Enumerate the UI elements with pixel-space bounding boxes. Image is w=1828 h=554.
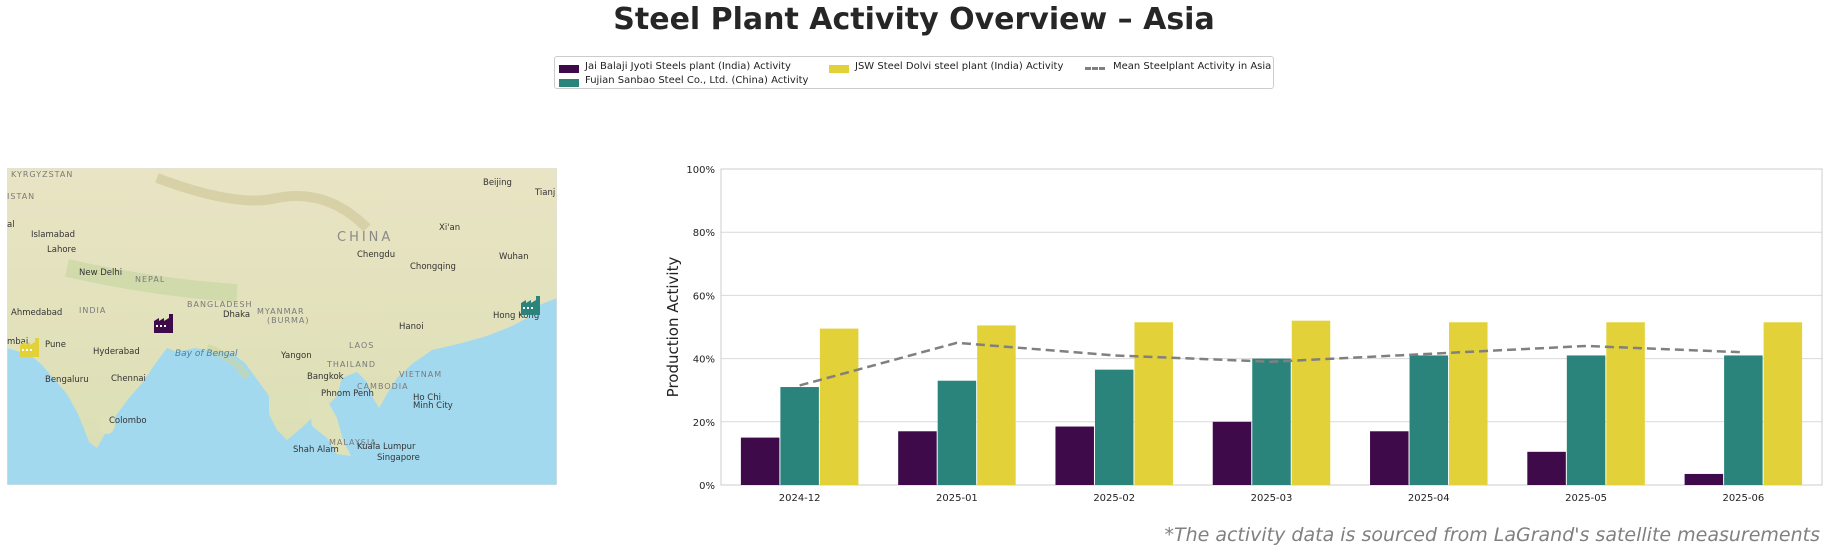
bar-jsw bbox=[819, 328, 859, 485]
bar-fujian bbox=[780, 387, 819, 485]
bar-jsw bbox=[1606, 322, 1645, 485]
map-label-hyderabad: Hyderabad bbox=[93, 347, 140, 357]
map-label-new-delhi: New Delhi bbox=[79, 268, 123, 278]
legend-swatch-jai bbox=[559, 65, 579, 73]
legend-swatch-mean bbox=[1085, 67, 1105, 70]
x-tick-label: 2025-03 bbox=[1251, 493, 1293, 504]
map-label-cambodia: CAMBODIA bbox=[357, 382, 409, 391]
bar-jai bbox=[1370, 431, 1409, 485]
map-label-laos: LAOS bbox=[349, 341, 375, 350]
bar-jai bbox=[1684, 473, 1724, 485]
map-label-myanmar: MYANMAR bbox=[257, 307, 305, 316]
bar-jai bbox=[898, 431, 937, 485]
x-tick-label: 2025-02 bbox=[1093, 493, 1135, 504]
footer-note: *The activity data is sourced from LaGra… bbox=[1164, 524, 1820, 546]
y-tick-label: 20% bbox=[693, 418, 715, 429]
map-label-colombo: Colombo bbox=[109, 416, 147, 426]
map-label-bengaluru: Bengaluru bbox=[45, 375, 89, 385]
bar-fujian bbox=[937, 380, 977, 485]
legend-label-jsw: JSW Steel Dolvi steel plant (India) Acti… bbox=[855, 61, 1064, 72]
legend-label-fujian: Fujian Sanbao Steel Co., Ltd. (China) Ac… bbox=[585, 75, 809, 86]
bar-fujian bbox=[1724, 355, 1763, 485]
bar-fujian bbox=[1094, 369, 1134, 485]
map-label-ahmedabad: Ahmedabad bbox=[11, 308, 63, 318]
bar-jsw bbox=[977, 325, 1016, 485]
map-background bbox=[7, 168, 557, 485]
map-label-chongqing: Chongqing bbox=[410, 262, 456, 272]
legend-swatch-jsw bbox=[829, 65, 849, 73]
map-label-nepal: NEPAL bbox=[135, 275, 166, 284]
map-label-istan: ISTAN bbox=[7, 192, 36, 201]
bar-fujian bbox=[1566, 355, 1606, 485]
map-label-islamabad: Islamabad bbox=[31, 230, 75, 240]
map-label-india: INDIA bbox=[79, 306, 107, 315]
bar-jai bbox=[1212, 421, 1252, 485]
map-label-pune: Pune bbox=[45, 340, 66, 350]
legend-label-jai: Jai Balaji Jyoti Steels plant (India) Ac… bbox=[585, 61, 791, 72]
map-label-minh-city: Minh City bbox=[413, 401, 453, 411]
bar-jsw bbox=[1449, 322, 1488, 485]
map-label-al: al bbox=[7, 220, 15, 230]
x-tick-label: 2025-06 bbox=[1722, 493, 1764, 504]
map-label-chengdu: Chengdu bbox=[357, 250, 396, 260]
x-tick-label: 2025-01 bbox=[936, 493, 978, 504]
mean-activity-line bbox=[799, 341, 1744, 387]
map-label-tianjin: Tianj bbox=[535, 188, 556, 198]
map-label-burma: (BURMA) bbox=[267, 316, 310, 325]
map-label-thailand: THAILAND bbox=[327, 360, 376, 369]
bar-jai bbox=[740, 437, 780, 485]
page-title: Steel Plant Activity Overview – Asia bbox=[613, 2, 1215, 37]
x-tick-label: 2025-04 bbox=[1408, 493, 1450, 504]
map-label-xian: Xi'an bbox=[439, 223, 461, 233]
map-label-kuala-lumpur: Kuala Lumpur bbox=[357, 442, 416, 452]
legend-swatch-fujian bbox=[559, 79, 579, 87]
y-tick-label: 40% bbox=[693, 355, 715, 366]
x-tick-label: 2024-12 bbox=[779, 493, 821, 504]
bar-jsw bbox=[1291, 320, 1331, 485]
map-label-vietnam: VIETNAM bbox=[399, 370, 443, 379]
asia-map: KYRGYZSTAN ISTAN Beijing Tianj Xi'an al … bbox=[7, 168, 557, 485]
x-tick-label: 2025-05 bbox=[1565, 493, 1607, 504]
map-label-wuhan: Wuhan bbox=[499, 252, 529, 262]
map-label-shah-alam: Shah Alam bbox=[293, 445, 339, 455]
y-tick-label: 0% bbox=[699, 481, 715, 492]
map-label-singapore: Singapore bbox=[377, 453, 420, 463]
map-label-hong-kong: Hong Kong bbox=[493, 311, 540, 321]
bar-jai bbox=[1055, 426, 1094, 485]
map-label-phnom-penh: Phnom Penh bbox=[321, 389, 374, 399]
legend-label-mean: Mean Steelplant Activity in Asia bbox=[1113, 61, 1272, 72]
map-label-bangladesh: BANGLADESH bbox=[187, 300, 253, 309]
y-tick-label: 100% bbox=[686, 165, 715, 176]
map-label-lahore: Lahore bbox=[47, 245, 77, 255]
map-label-china: CHINA bbox=[337, 230, 394, 245]
factory-marker-jai-icon bbox=[154, 314, 173, 333]
map-label-mumbai: mbai bbox=[7, 337, 29, 347]
map-label-kyrgyzstan: KYRGYZSTAN bbox=[11, 170, 74, 179]
factory-marker-jsw-icon bbox=[20, 338, 39, 357]
map-label-ho-chi: Ho Chi bbox=[413, 393, 441, 403]
map-label-beijing: Beijing bbox=[483, 178, 512, 188]
factory-marker-fujian-icon bbox=[521, 296, 540, 315]
bar-jsw bbox=[1134, 322, 1173, 485]
y-tick-label: 80% bbox=[693, 228, 715, 239]
map-label-yangon: Yangon bbox=[281, 351, 312, 361]
bar-jai bbox=[1527, 451, 1566, 485]
map-label-bay-of-bengal: Bay of Bengal bbox=[175, 349, 238, 359]
chart-legend: Jai Balaji Jyoti Steels plant (India) Ac… bbox=[554, 56, 1274, 89]
map-label-bangkok: Bangkok bbox=[307, 372, 344, 382]
bar-jsw bbox=[1763, 322, 1803, 485]
bar-fujian bbox=[1409, 355, 1449, 485]
bar-fujian bbox=[1252, 358, 1291, 485]
map-label-hanoi: Hanoi bbox=[399, 322, 424, 332]
y-tick-label: 60% bbox=[693, 291, 715, 302]
y-axis-label: Production Activity bbox=[664, 257, 682, 398]
map-label-malaysia: MALAYSIA bbox=[329, 438, 377, 447]
map-label-dhaka: Dhaka bbox=[223, 310, 251, 320]
map-label-chennai: Chennai bbox=[111, 374, 146, 384]
